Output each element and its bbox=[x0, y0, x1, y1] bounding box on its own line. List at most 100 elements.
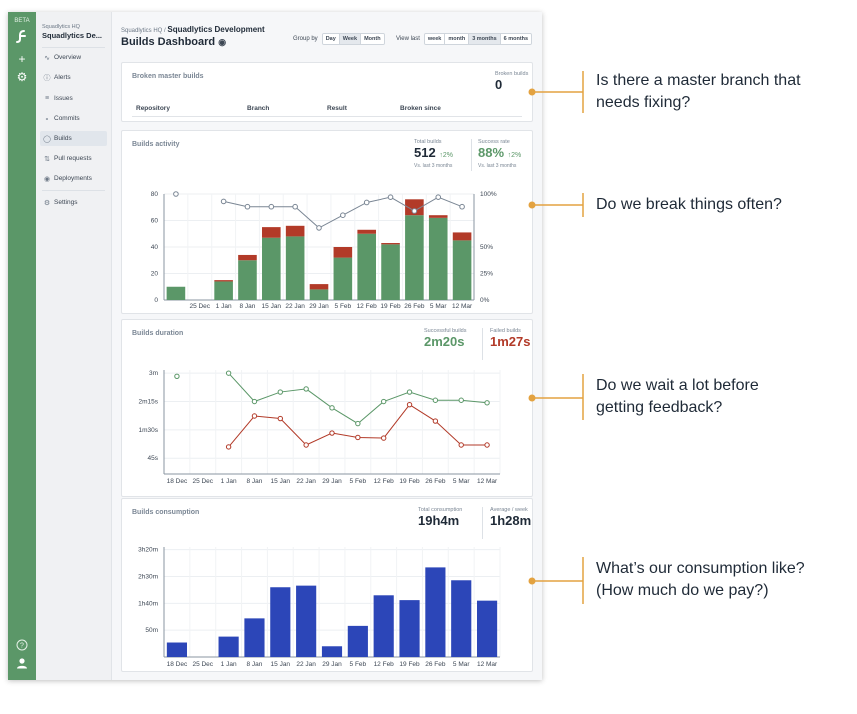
failed-duration-point bbox=[432, 418, 439, 424]
x-tick-label: 26 Feb bbox=[404, 303, 425, 310]
success-duration-point bbox=[225, 370, 232, 376]
builds-duration-card: Builds duration Successful builds 2m20s … bbox=[121, 319, 533, 497]
sidebar-item-settings[interactable]: ⚙ Settings bbox=[40, 195, 107, 210]
group-by-month[interactable]: Month bbox=[360, 34, 384, 44]
x-tick-label: 1 Jan bbox=[216, 303, 232, 310]
failed-bar bbox=[357, 229, 376, 234]
sidebar-item-alerts[interactable]: ⓘ Alerts bbox=[40, 70, 107, 85]
stat-divider bbox=[471, 139, 472, 171]
success-bar bbox=[405, 215, 424, 300]
success-bar bbox=[452, 240, 472, 300]
y-tick-label: 1h40m bbox=[138, 600, 158, 607]
average-week-stat: Average / week 1h28m bbox=[490, 507, 531, 528]
x-tick-label: 15 Jan bbox=[271, 478, 291, 485]
x-tick-label: 12 Mar bbox=[477, 661, 498, 668]
success-duration-point bbox=[484, 400, 490, 406]
sidebar-item-commits[interactable]: ∘ Commits bbox=[40, 111, 107, 126]
success-rate-point bbox=[435, 194, 442, 200]
app-window: BETA + ⚙ ? Squadlytics HQ Squadlytics De… bbox=[8, 12, 542, 680]
x-tick-label: 25 Dec bbox=[192, 661, 213, 668]
failed-duration-point bbox=[329, 430, 335, 436]
x-tick-label: 5 Mar bbox=[430, 303, 447, 310]
gear-icon[interactable]: ⚙ bbox=[16, 70, 28, 84]
x-tick-label: 29 Jan bbox=[309, 303, 329, 310]
activity-icon: ∿ bbox=[44, 54, 50, 62]
y-tick-label: 3m bbox=[149, 370, 158, 377]
breadcrumb-org[interactable]: Squadlytics HQ / bbox=[121, 28, 166, 34]
stat-sub: Vs. last 3 months bbox=[414, 163, 453, 169]
view-last-week[interactable]: week bbox=[424, 34, 445, 44]
y-tick-label: 50m bbox=[145, 627, 158, 634]
failed-duration-point bbox=[484, 442, 490, 448]
success-bar bbox=[381, 244, 400, 300]
annotation-line: (How much do we pay?) bbox=[596, 582, 769, 599]
success-rate-point bbox=[292, 203, 298, 210]
consumption-bar bbox=[218, 636, 239, 657]
sidebar-item-overview[interactable]: ∿ Overview bbox=[40, 50, 107, 65]
sidebar-divider bbox=[42, 47, 105, 48]
annotation-line: What’s our consumption like? bbox=[596, 560, 805, 577]
view-last-segmented: week month 3 months 6 months bbox=[423, 33, 533, 45]
alert-icon: ⓘ bbox=[43, 74, 51, 82]
x-tick-label: 19 Feb bbox=[399, 478, 420, 485]
column-header[interactable]: Result bbox=[327, 105, 347, 112]
sidebar-item-label: Builds bbox=[54, 135, 72, 142]
sidebar-item-issues[interactable]: ≡ Issues bbox=[40, 91, 107, 106]
stat-number: 88% bbox=[478, 145, 505, 160]
sidebar-item-deployments[interactable]: ◉ Deployments bbox=[40, 171, 107, 186]
project-name[interactable]: Squadlytics De... bbox=[42, 31, 103, 40]
x-tick-label: 5 Feb bbox=[350, 478, 367, 485]
list-icon: ≡ bbox=[44, 95, 50, 102]
commit-icon: ∘ bbox=[44, 115, 50, 123]
app-rail: BETA + ⚙ ? bbox=[8, 12, 36, 680]
x-tick-label: 8 Jan bbox=[247, 661, 263, 668]
builds-consumption-card: Builds consumption Total consumption 19h… bbox=[121, 498, 533, 672]
column-header[interactable]: Branch bbox=[247, 105, 270, 112]
user-icon[interactable] bbox=[8, 656, 36, 674]
stat-divider bbox=[482, 507, 483, 539]
org-name: Squadlytics HQ bbox=[42, 24, 80, 30]
app-logo-icon[interactable] bbox=[8, 30, 36, 49]
stat-label: Average / week bbox=[490, 507, 528, 513]
consumption-bar bbox=[244, 618, 265, 657]
stat-value: 512 ↑2% bbox=[414, 145, 453, 163]
stat-sub: Vs. last 3 months bbox=[478, 163, 517, 169]
x-tick-label: 5 Mar bbox=[453, 661, 470, 668]
column-header[interactable]: Repository bbox=[136, 105, 170, 112]
x-tick-label: 29 Jan bbox=[322, 478, 342, 485]
view-last-3-months[interactable]: 3 months bbox=[468, 34, 500, 44]
column-header[interactable]: Broken since bbox=[400, 105, 441, 112]
consumption-bar bbox=[347, 625, 368, 657]
view-last-month[interactable]: month bbox=[444, 34, 469, 44]
help-icon[interactable]: ? bbox=[8, 638, 36, 656]
y-tick-label: 40 bbox=[151, 244, 159, 251]
y-tick-label: 45s bbox=[148, 455, 159, 462]
success-rate-point bbox=[363, 199, 370, 206]
success-duration-point bbox=[251, 398, 258, 405]
group-by-day[interactable]: Day bbox=[322, 34, 339, 44]
y-tick-label: 80 bbox=[151, 191, 159, 198]
card-title: Builds duration bbox=[132, 330, 184, 337]
sidebar-item-builds[interactable]: ◯ Builds bbox=[40, 131, 107, 146]
x-tick-label: 8 Jan bbox=[240, 303, 256, 310]
breadcrumb-project[interactable]: Squadlytics Development bbox=[167, 25, 265, 34]
add-icon[interactable]: + bbox=[18, 52, 26, 66]
consumption-bar bbox=[425, 567, 446, 657]
watch-eye-icon[interactable]: ◉ bbox=[218, 37, 227, 47]
builds-activity-chart: 0 20 40 60 80 0% 25% 50% 100% 25 Dec 1 Jan 8 Jan 15 … bbox=[151, 191, 497, 310]
success-rate-point bbox=[387, 194, 394, 200]
builds-activity-card: Builds activity Total builds 512 ↑2% Vs.… bbox=[121, 130, 533, 314]
sidebar-item-label: Issues bbox=[54, 95, 73, 102]
x-tick-label: 26 Feb bbox=[425, 661, 446, 668]
svg-text:?: ? bbox=[20, 643, 24, 650]
builds-consumption-chart: 50m 1h40m 2h30m 3h20m 18 Dec 25 Dec 1 Jan 8 Jan… bbox=[138, 547, 501, 668]
x-tick-label: 25 Dec bbox=[192, 478, 213, 485]
failed-bar bbox=[428, 215, 448, 218]
success-duration-point bbox=[458, 397, 464, 403]
failed-duration-point bbox=[355, 434, 361, 441]
sidebar-item-pull-requests[interactable]: ⇅ Pull requests bbox=[40, 151, 107, 166]
success-bar bbox=[428, 217, 448, 300]
success-bar bbox=[262, 237, 281, 300]
group-by-week[interactable]: Week bbox=[338, 34, 361, 44]
view-last-6-months[interactable]: 6 months bbox=[499, 34, 532, 44]
